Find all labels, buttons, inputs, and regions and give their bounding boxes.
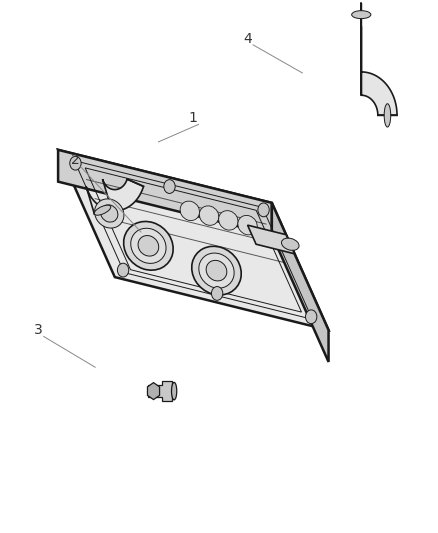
Ellipse shape — [124, 221, 173, 270]
Ellipse shape — [351, 11, 370, 19]
Ellipse shape — [281, 238, 298, 251]
Text: 3: 3 — [34, 323, 43, 337]
Circle shape — [305, 310, 316, 324]
Polygon shape — [86, 179, 143, 214]
Polygon shape — [247, 225, 294, 254]
Circle shape — [211, 287, 223, 300]
Ellipse shape — [198, 253, 233, 288]
Circle shape — [257, 203, 268, 217]
Ellipse shape — [206, 260, 226, 281]
Polygon shape — [360, 3, 396, 115]
Text: 2: 2 — [71, 154, 80, 167]
Polygon shape — [147, 381, 171, 401]
Ellipse shape — [138, 236, 159, 256]
Ellipse shape — [171, 382, 177, 400]
Circle shape — [70, 156, 81, 170]
Ellipse shape — [100, 205, 118, 222]
Circle shape — [163, 180, 175, 193]
Text: 4: 4 — [243, 31, 252, 45]
Ellipse shape — [218, 211, 237, 230]
Ellipse shape — [191, 246, 241, 295]
Text: 1: 1 — [188, 111, 197, 125]
Ellipse shape — [94, 205, 110, 215]
Circle shape — [117, 263, 128, 277]
Polygon shape — [147, 383, 159, 400]
Ellipse shape — [131, 228, 166, 263]
Ellipse shape — [180, 201, 199, 221]
Ellipse shape — [199, 206, 218, 225]
Ellipse shape — [383, 104, 390, 127]
Polygon shape — [58, 150, 328, 330]
Ellipse shape — [237, 215, 257, 235]
Polygon shape — [271, 203, 328, 362]
Polygon shape — [58, 150, 271, 235]
Ellipse shape — [95, 199, 124, 228]
